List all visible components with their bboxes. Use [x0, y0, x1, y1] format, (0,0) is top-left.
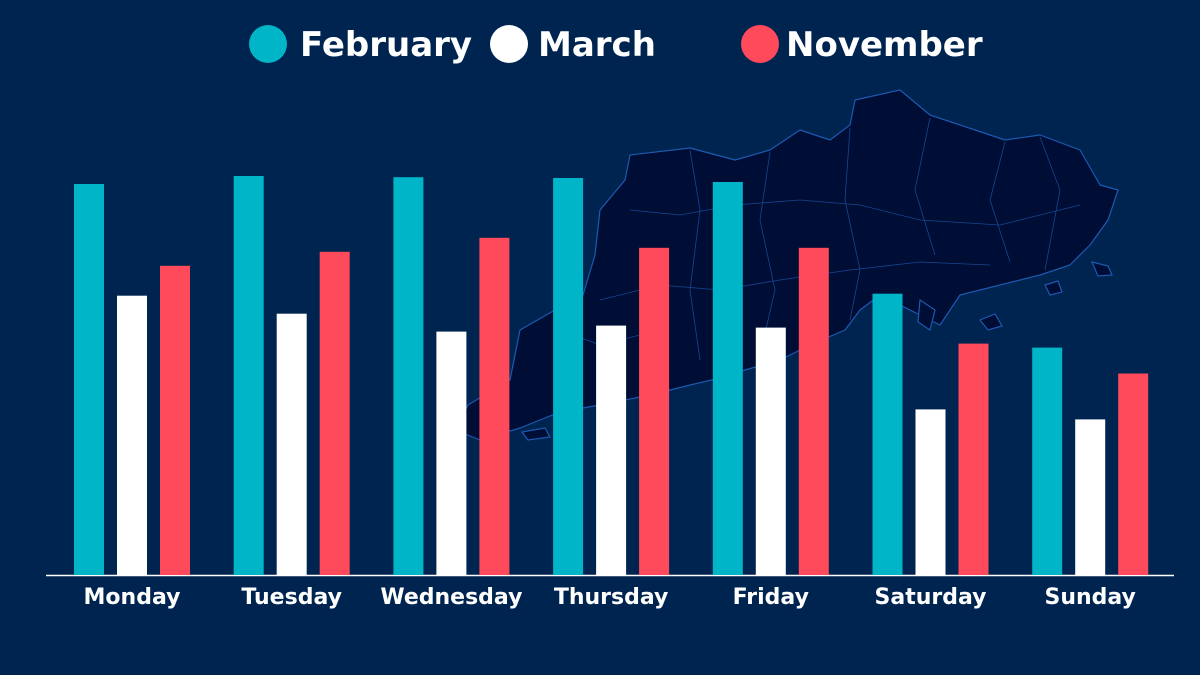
bar-february-tuesday [233, 176, 264, 575]
bar-february-sunday [1032, 347, 1063, 575]
map-island [520, 427, 551, 441]
bar-november-wednesday [479, 237, 510, 576]
bar-november-friday [798, 247, 829, 576]
bar-november-saturday [958, 343, 989, 575]
x-tick-label-sunday: Sunday [1044, 585, 1135, 610]
legend-label-february: February [300, 25, 472, 65]
bars [74, 176, 1149, 576]
bar-november-sunday [1118, 373, 1149, 575]
legend-label-november: November [786, 25, 983, 65]
x-tick-label-friday: Friday [733, 585, 809, 610]
bar-february-saturday [872, 293, 903, 575]
legend-swatch-november [741, 25, 779, 63]
legend: February March November [249, 25, 983, 65]
legend-swatch-march [490, 25, 528, 63]
map-island [1044, 280, 1063, 296]
bar-february-thursday [553, 178, 584, 575]
bar-march-thursday [596, 325, 627, 575]
bar-february-wednesday [393, 177, 424, 575]
map-island [1090, 261, 1113, 277]
x-tick-label-wednesday: Wednesday [380, 585, 522, 610]
bar-march-monday [117, 295, 147, 575]
bar-march-sunday [1075, 419, 1106, 575]
map-island [917, 298, 936, 331]
x-tick-labels: Monday Tuesday Wednesday Thursday Friday Satu… [84, 585, 1136, 610]
x-tick-label-saturday: Saturday [875, 585, 987, 610]
bar-february-monday [74, 184, 104, 575]
bar-february-friday [712, 182, 743, 575]
map-island [979, 313, 1003, 331]
legend-swatch-february [249, 25, 287, 63]
x-tick-label-tuesday: Tuesday [241, 585, 342, 610]
bar-march-wednesday [436, 331, 467, 575]
bar-november-monday [160, 265, 190, 575]
legend-label-march: March [538, 25, 656, 65]
x-tick-label-monday: Monday [84, 585, 181, 610]
bar-march-friday [755, 327, 786, 575]
bar-march-tuesday [276, 313, 307, 575]
x-tick-label-thursday: Thursday [554, 585, 669, 610]
bar-march-saturday [915, 409, 946, 575]
bar-november-thursday [639, 247, 670, 576]
bar-november-tuesday [319, 251, 350, 576]
